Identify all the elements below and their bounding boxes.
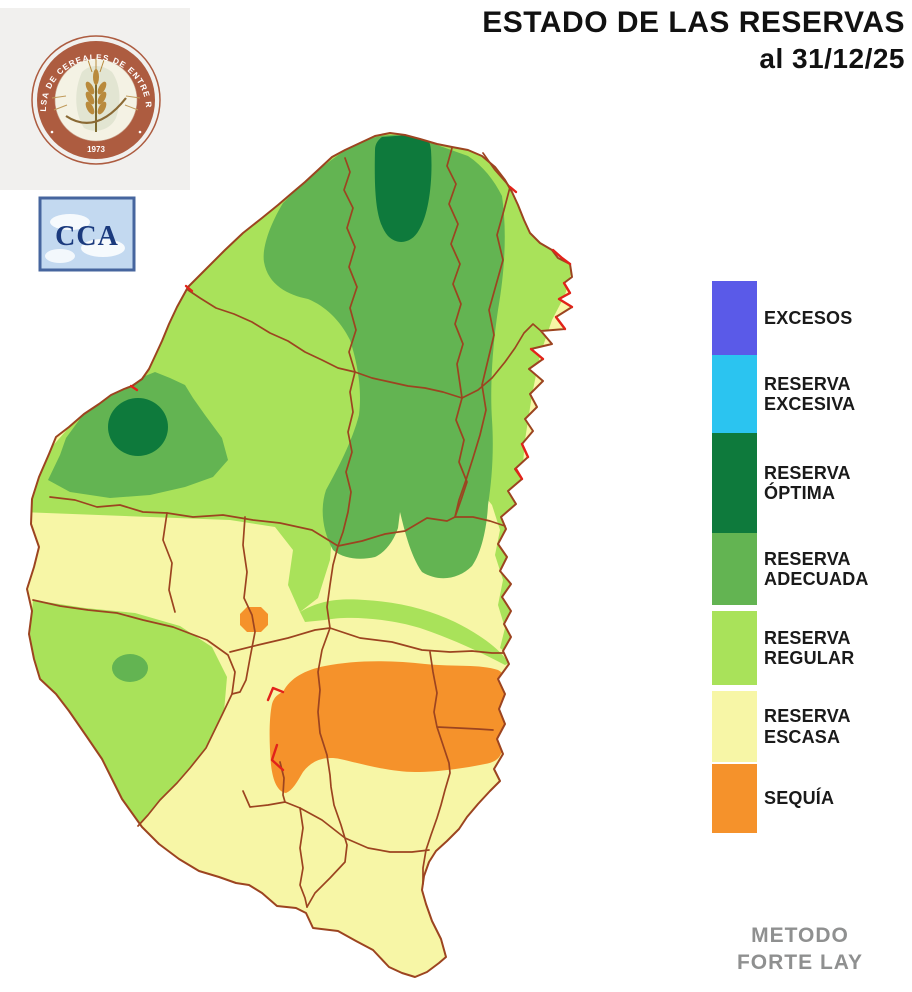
region-reserva-adecuada-southwest-spot <box>112 654 148 682</box>
legend-swatch-reserva-regular <box>712 611 757 685</box>
cloud-shape <box>50 214 90 230</box>
title-date: al 31/12/25 <box>759 42 905 74</box>
legend-item-reserva-escasa: RESERVA ESCASA <box>712 691 886 762</box>
cca-logo: CCA <box>38 196 136 272</box>
legend-item-reserva-optima: RESERVA ÓPTIMA <box>712 433 886 533</box>
legend-item-reserva-regular: RESERVA REGULAR <box>712 611 886 685</box>
region-reserva-optima-north <box>374 134 432 242</box>
cloud-shape <box>81 239 125 257</box>
legend-item-reserva-adecuada: RESERVA ADECUADA <box>712 533 886 605</box>
legend-item-sequia: SEQUÍA <box>712 764 886 833</box>
legend-item-reserva-excesiva: RESERVA EXCESIVA <box>712 355 886 433</box>
cloud-shape <box>45 249 75 263</box>
method-line2: FORTE LAY <box>736 951 864 975</box>
legend-swatch-reserva-escasa <box>712 691 757 762</box>
region-sequia-spot <box>240 607 268 632</box>
seal-year: 1973 <box>87 145 105 154</box>
legend-swatch-sequia <box>712 764 757 833</box>
legend-swatch-reserva-adecuada <box>712 533 757 605</box>
legend-item-excesos: EXCESOS <box>712 281 886 355</box>
legend-label-excesos: EXCESOS <box>764 307 853 328</box>
department-borders <box>32 147 542 908</box>
legend-swatch-excesos <box>712 281 757 355</box>
legend-label-reserva-escasa: RESERVA ESCASA <box>764 706 851 747</box>
bolsa-cereales-logo: BOLSA DE CEREALES DE ENTRE RIOS 1973 <box>0 0 190 190</box>
method-line1: METODO <box>751 924 849 947</box>
page-title: ESTADO DE LAS RESERVAS al 31/12/25 <box>482 6 905 75</box>
legend-label-reserva-adecuada: RESERVA ADECUADA <box>764 548 869 589</box>
wheat-emblem <box>51 58 141 132</box>
legend-label-reserva-excesiva: RESERVA EXCESIVA <box>764 373 856 414</box>
cca-label: CCA <box>55 221 119 252</box>
province-outline <box>26 132 573 978</box>
legend-label-reserva-regular: RESERVA REGULAR <box>764 627 855 668</box>
title-line1: ESTADO DE LAS RESERVAS <box>482 6 905 39</box>
region-reserva-optima-west <box>108 398 168 456</box>
legend-swatch-reserva-excesiva <box>712 355 757 433</box>
legend-label-sequia: SEQUÍA <box>764 788 835 809</box>
legend-label-reserva-optima: RESERVA ÓPTIMA <box>764 462 851 503</box>
region-reserva-regular-southwest <box>30 600 227 826</box>
region-reserva-adecuada-main <box>263 134 505 579</box>
method-note: METODO FORTE LAY <box>700 922 900 977</box>
region-reserva-regular-crescent <box>300 599 516 665</box>
coast-accents <box>129 185 574 772</box>
legend-swatch-reserva-optima <box>712 433 757 533</box>
